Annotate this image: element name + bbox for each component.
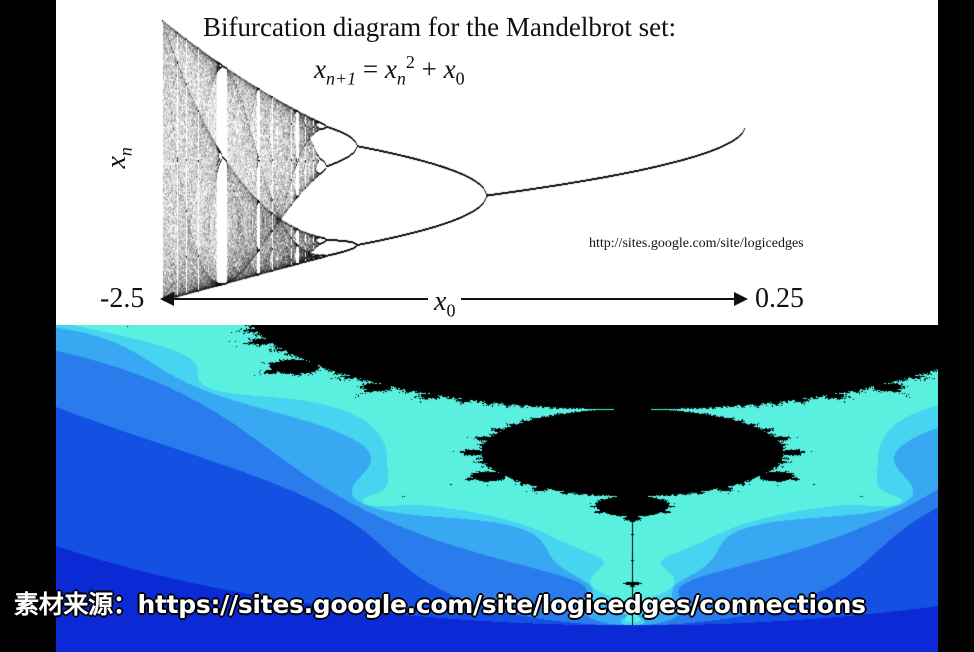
formula-lhs: x xyxy=(314,54,326,84)
formula-c-sub: 0 xyxy=(455,68,465,89)
video-frame: Bifurcation diagram for the Mandelbrot s… xyxy=(56,0,938,652)
mandelbrot-set-image xyxy=(56,325,938,652)
x-min-label: -2.5 xyxy=(100,283,145,314)
bifurcation-plot xyxy=(56,0,938,325)
iteration-formula: xn+1 = xn2 + x0 xyxy=(314,52,465,89)
diagram-title: Bifurcation diagram for the Mandelbrot s… xyxy=(203,12,677,42)
source-url: http://sites.google.com/site/logicedges xyxy=(589,236,804,251)
y-axis-label: xn xyxy=(101,147,137,168)
formula-rhs-sub: n xyxy=(396,68,406,89)
y-axis-sub: n xyxy=(115,147,136,157)
x-axis-arrow xyxy=(160,292,748,306)
x-max-label: 0.25 xyxy=(755,283,804,314)
formula-plus: + xyxy=(414,54,444,84)
formula-c: x xyxy=(443,54,456,84)
x-axis-sub: 0 xyxy=(446,300,456,321)
bifurcation-diagram: Bifurcation diagram for the Mandelbrot s… xyxy=(56,0,938,325)
video-subtitle: 素材来源：https://sites.google.com/site/logic… xyxy=(14,590,866,619)
formula-rhs-sup: 2 xyxy=(405,52,415,72)
y-axis-var: x xyxy=(100,156,132,169)
x-axis-label: x0 xyxy=(428,286,462,322)
formula-eq: = xyxy=(356,54,385,84)
x-axis-var: x xyxy=(434,286,447,317)
formula-lhs-sub: n+1 xyxy=(325,68,357,89)
formula-rhs: x xyxy=(384,54,397,84)
